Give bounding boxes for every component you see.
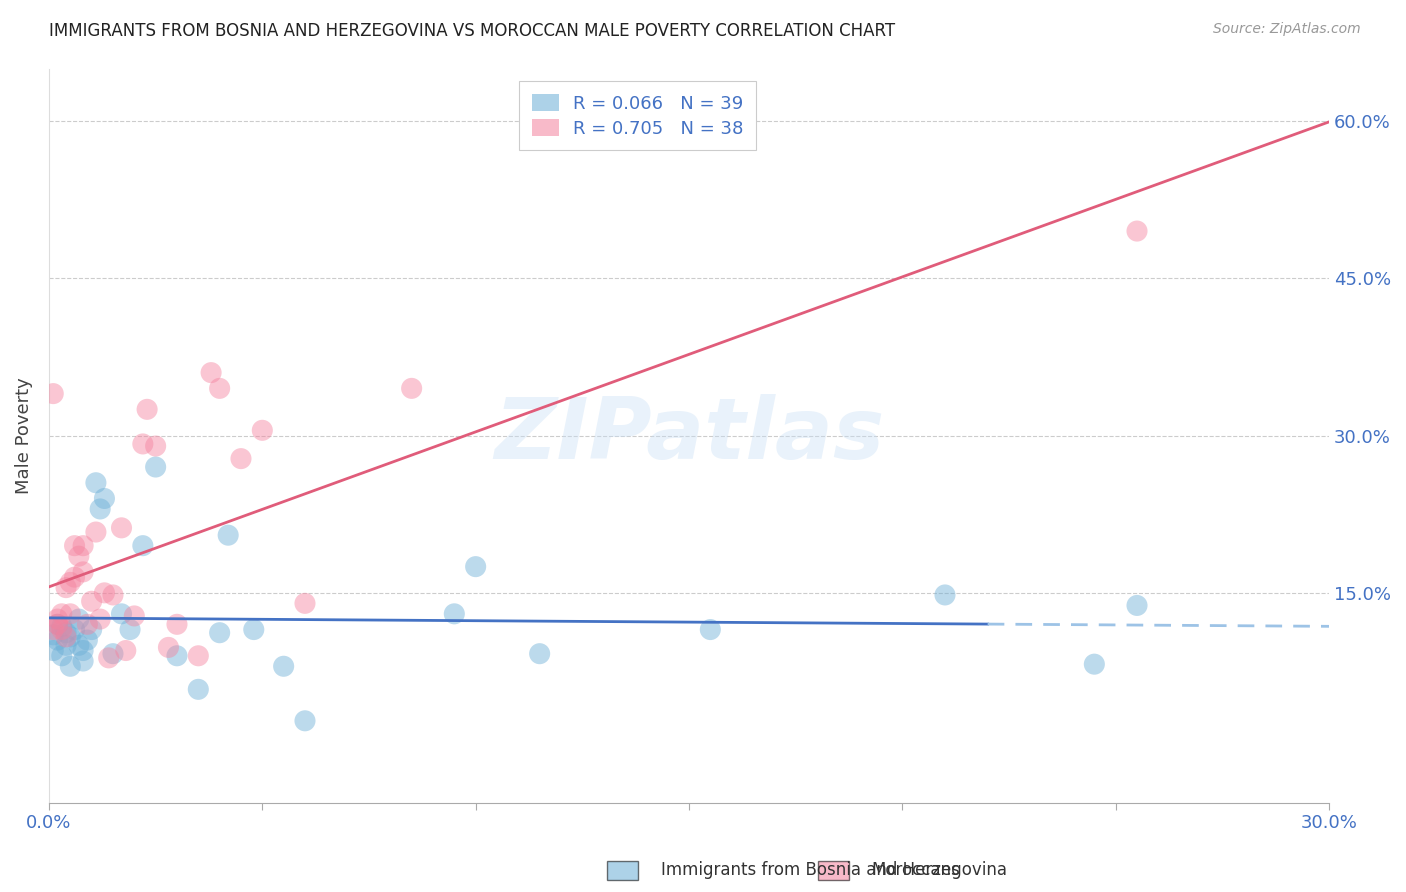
Point: [72, 539, 94, 553]
Point: [97, 651, 120, 665]
Point: [699, 623, 721, 637]
Point: [273, 659, 295, 673]
Point: [132, 437, 155, 451]
Text: ZIPatlas: ZIPatlas: [494, 394, 884, 477]
Point: [242, 623, 264, 637]
Point: [208, 381, 231, 395]
Point: [934, 588, 956, 602]
Point: [114, 643, 136, 657]
Point: [67, 612, 90, 626]
Point: [80, 623, 103, 637]
Point: [67, 638, 90, 652]
Point: [401, 381, 423, 395]
Point: [93, 586, 115, 600]
Point: [89, 502, 111, 516]
Point: [46, 617, 69, 632]
Point: [529, 647, 551, 661]
Point: [55, 581, 77, 595]
Point: [76, 633, 98, 648]
Point: [166, 617, 188, 632]
Point: [93, 491, 115, 506]
Y-axis label: Male Poverty: Male Poverty: [15, 377, 32, 494]
Point: [76, 617, 98, 632]
Point: [51, 648, 73, 663]
Point: [229, 451, 252, 466]
Point: [55, 630, 77, 644]
Point: [59, 630, 82, 644]
Point: [187, 682, 209, 697]
Point: [110, 521, 132, 535]
Point: [294, 714, 316, 728]
Point: [63, 570, 86, 584]
Point: [118, 623, 141, 637]
Point: [124, 609, 146, 624]
Point: [59, 607, 82, 621]
Point: [51, 607, 73, 621]
Text: Source: ZipAtlas.com: Source: ZipAtlas.com: [1213, 22, 1361, 37]
Text: Immigrants from Bosnia and Herzegovina: Immigrants from Bosnia and Herzegovina: [661, 861, 1007, 879]
Point: [1126, 599, 1149, 613]
Point: [42, 623, 65, 637]
Point: [51, 619, 73, 633]
Point: [101, 588, 124, 602]
Point: [145, 439, 167, 453]
Legend: R = 0.066   N = 39, R = 0.705   N = 38: R = 0.066 N = 39, R = 0.705 N = 38: [519, 81, 756, 151]
Point: [51, 623, 73, 637]
Point: [84, 524, 107, 539]
Point: [136, 402, 159, 417]
Point: [217, 528, 239, 542]
Text: Moroccans: Moroccans: [872, 861, 960, 879]
Point: [59, 659, 82, 673]
Point: [200, 366, 222, 380]
Point: [55, 625, 77, 640]
Point: [80, 594, 103, 608]
Point: [84, 475, 107, 490]
Point: [72, 643, 94, 657]
Point: [42, 643, 65, 657]
Point: [252, 423, 274, 437]
Point: [101, 647, 124, 661]
Point: [145, 460, 167, 475]
Point: [55, 638, 77, 652]
Point: [443, 607, 465, 621]
Point: [63, 539, 86, 553]
Point: [208, 625, 231, 640]
Text: IMMIGRANTS FROM BOSNIA AND HERZEGOVINA VS MOROCCAN MALE POVERTY CORRELATION CHAR: IMMIGRANTS FROM BOSNIA AND HERZEGOVINA V…: [49, 22, 896, 40]
Point: [1126, 224, 1149, 238]
Point: [166, 648, 188, 663]
Point: [42, 628, 65, 642]
Point: [132, 539, 155, 553]
Point: [187, 648, 209, 663]
Point: [67, 549, 90, 563]
Point: [42, 386, 65, 401]
Point: [110, 607, 132, 621]
Point: [1083, 657, 1105, 672]
Point: [72, 565, 94, 579]
Point: [294, 596, 316, 610]
Point: [46, 612, 69, 626]
Point: [89, 612, 111, 626]
Point: [63, 623, 86, 637]
Point: [157, 640, 180, 655]
Point: [46, 617, 69, 632]
Point: [72, 654, 94, 668]
Point: [46, 633, 69, 648]
Point: [464, 559, 486, 574]
Point: [59, 575, 82, 590]
